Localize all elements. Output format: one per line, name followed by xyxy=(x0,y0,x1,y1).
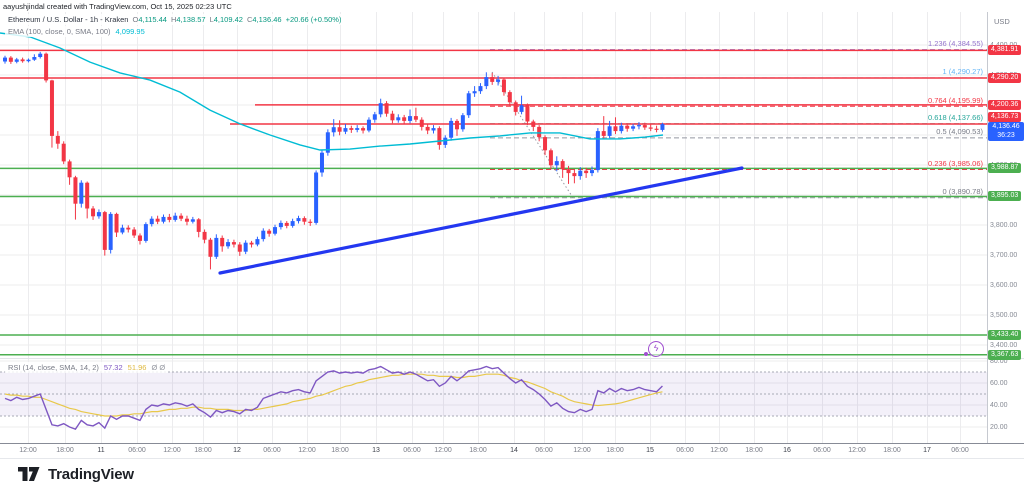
fib-level-label: 0.236 (3,985.06) xyxy=(927,158,983,168)
rsi-legend: RSI (14, close, SMA, 14, 2) 57.32 51.96 Ø Ø xyxy=(5,362,169,373)
price-axis-label: 4,400.00 xyxy=(990,41,1017,50)
price-level-badge: 3,988.87 xyxy=(988,163,1022,174)
fib-level-label: 1 (4,290.27) xyxy=(942,67,983,77)
ema-value: 4,099.95 xyxy=(115,27,145,36)
time-axis-label: 18:00 xyxy=(745,447,763,454)
price-axis-label: 3,500.00 xyxy=(990,311,1018,319)
rsi-suffix: Ø Ø xyxy=(151,363,166,372)
time-axis-label: 18:00 xyxy=(606,447,624,454)
time-axis-label: 16 xyxy=(783,447,791,454)
time-axis-label: 12:00 xyxy=(710,447,728,454)
time-axis-label: 18:00 xyxy=(331,447,349,454)
ema-legend: EMA (100, close, 0, SMA, 100) 4,099.95 xyxy=(5,26,148,37)
price-axis-label: 3,800.00 xyxy=(990,221,1018,229)
fib-level-label: 0.618 (4,137.66) xyxy=(927,113,983,123)
time-axis-label: 06:00 xyxy=(813,447,831,454)
currency-label: USD xyxy=(994,17,1010,26)
symbol-title: Ethereum / U.S. Dollar - 1h - Kraken xyxy=(8,15,129,24)
price-axis-label: 3,700.00 xyxy=(990,251,1018,259)
rsi-axis-label: 20.00 xyxy=(990,423,1008,431)
time-axis-label: 13 xyxy=(372,447,380,454)
price-axis-label: 3,400.00 xyxy=(990,341,1018,349)
ohlc-values: O4,115.44 H4,138.57 L4,109.42 C4,136.46 xyxy=(128,15,281,24)
ohlc-key: O xyxy=(132,15,139,24)
time-axis-label: 12 xyxy=(233,447,241,454)
ohlc-key: L xyxy=(209,15,214,24)
rsi-axis-label: 60.00 xyxy=(990,379,1008,387)
price-level-badge: 4,136.73 xyxy=(988,111,1022,122)
time-axis-label: 17 xyxy=(923,447,931,454)
fib-level-label: 0.764 (4,195.99) xyxy=(927,95,983,105)
ohlc-value: 4,109.42 xyxy=(213,15,243,24)
price-level-badge: 4,200.36 xyxy=(988,99,1022,110)
rsi-value: 57.32 xyxy=(103,363,123,372)
rsi-axis-label: 80.00 xyxy=(990,357,1008,365)
price-level-badge: 4,381.91 xyxy=(988,45,1022,56)
tradingview-footer: TradingView xyxy=(18,466,134,483)
rsi-label: RSI (14, close, SMA, 14, 2) xyxy=(8,363,99,372)
fib-level-label: 0.5 (4,090.53) xyxy=(936,127,983,137)
fib-level-label: 1.236 (4,384.55) xyxy=(927,39,983,49)
time-axis-label: 11 xyxy=(97,447,105,454)
time-axis-label: 06:00 xyxy=(676,447,694,454)
time-axis-label: 06:00 xyxy=(128,447,146,454)
time-axis-label: 18:00 xyxy=(56,447,74,454)
time-axis-label: 12:00 xyxy=(19,447,37,454)
price-level-badge: 4,290.20 xyxy=(988,72,1022,83)
time-axis-label: 18:00 xyxy=(469,447,487,454)
rsi-sma-value: 51.96 xyxy=(127,363,147,372)
ema-label: EMA (100, close, 0, SMA, 100) xyxy=(8,27,111,36)
bar-countdown: 36:23 xyxy=(997,131,1015,139)
time-axis-label: 18:00 xyxy=(883,447,901,454)
ohlc-key: C xyxy=(246,15,253,24)
price-level-badge: 3,433.40 xyxy=(988,329,1022,340)
time-axis-label: 12:00 xyxy=(434,447,452,454)
price-level-badge: 3,367.63 xyxy=(988,349,1022,360)
change-value: +20.66 (+0.50%) xyxy=(285,15,342,24)
time-axis-label: 06:00 xyxy=(535,447,553,454)
tradingview-wordmark[interactable]: TradingView xyxy=(48,466,134,483)
time-axis-label: 18:00 xyxy=(194,447,212,454)
ohlc-value: 4,115.44 xyxy=(138,15,167,24)
ohlc-value: 4,136.46 xyxy=(252,15,282,24)
price-level-badge: 3,895.03 xyxy=(988,191,1022,202)
idea-marker-dot xyxy=(644,352,648,356)
time-axis-label: 12:00 xyxy=(848,447,866,454)
last-price-value: 4,136.46 xyxy=(992,123,1020,131)
time-axis-label: 06:00 xyxy=(951,447,969,454)
time-axis-label: 12:00 xyxy=(573,447,591,454)
ohlc-key: H xyxy=(170,15,177,24)
last-price-badge: 4,136.46 36:23 xyxy=(988,122,1024,142)
attribution-text: aayushjindal created with TradingView.co… xyxy=(3,2,232,11)
symbol-legend: Ethereum / U.S. Dollar - 1h - Kraken O4,1… xyxy=(5,14,345,25)
time-axis-label: 12:00 xyxy=(163,447,181,454)
price-axis-label: 3,600.00 xyxy=(990,281,1018,289)
time-axis-label: 06:00 xyxy=(263,447,281,454)
time-axis-label: 15 xyxy=(646,447,654,454)
tradingview-logo-icon[interactable] xyxy=(18,467,42,482)
time-axis-label: 06:00 xyxy=(403,447,421,454)
rsi-axis-label: 40.00 xyxy=(990,401,1008,409)
time-axis-label: 12:00 xyxy=(298,447,316,454)
ohlc-value: 4,138.57 xyxy=(176,15,206,24)
time-axis-label: 14 xyxy=(510,447,518,454)
fib-level-label: 0 (3,890.78) xyxy=(942,187,983,197)
